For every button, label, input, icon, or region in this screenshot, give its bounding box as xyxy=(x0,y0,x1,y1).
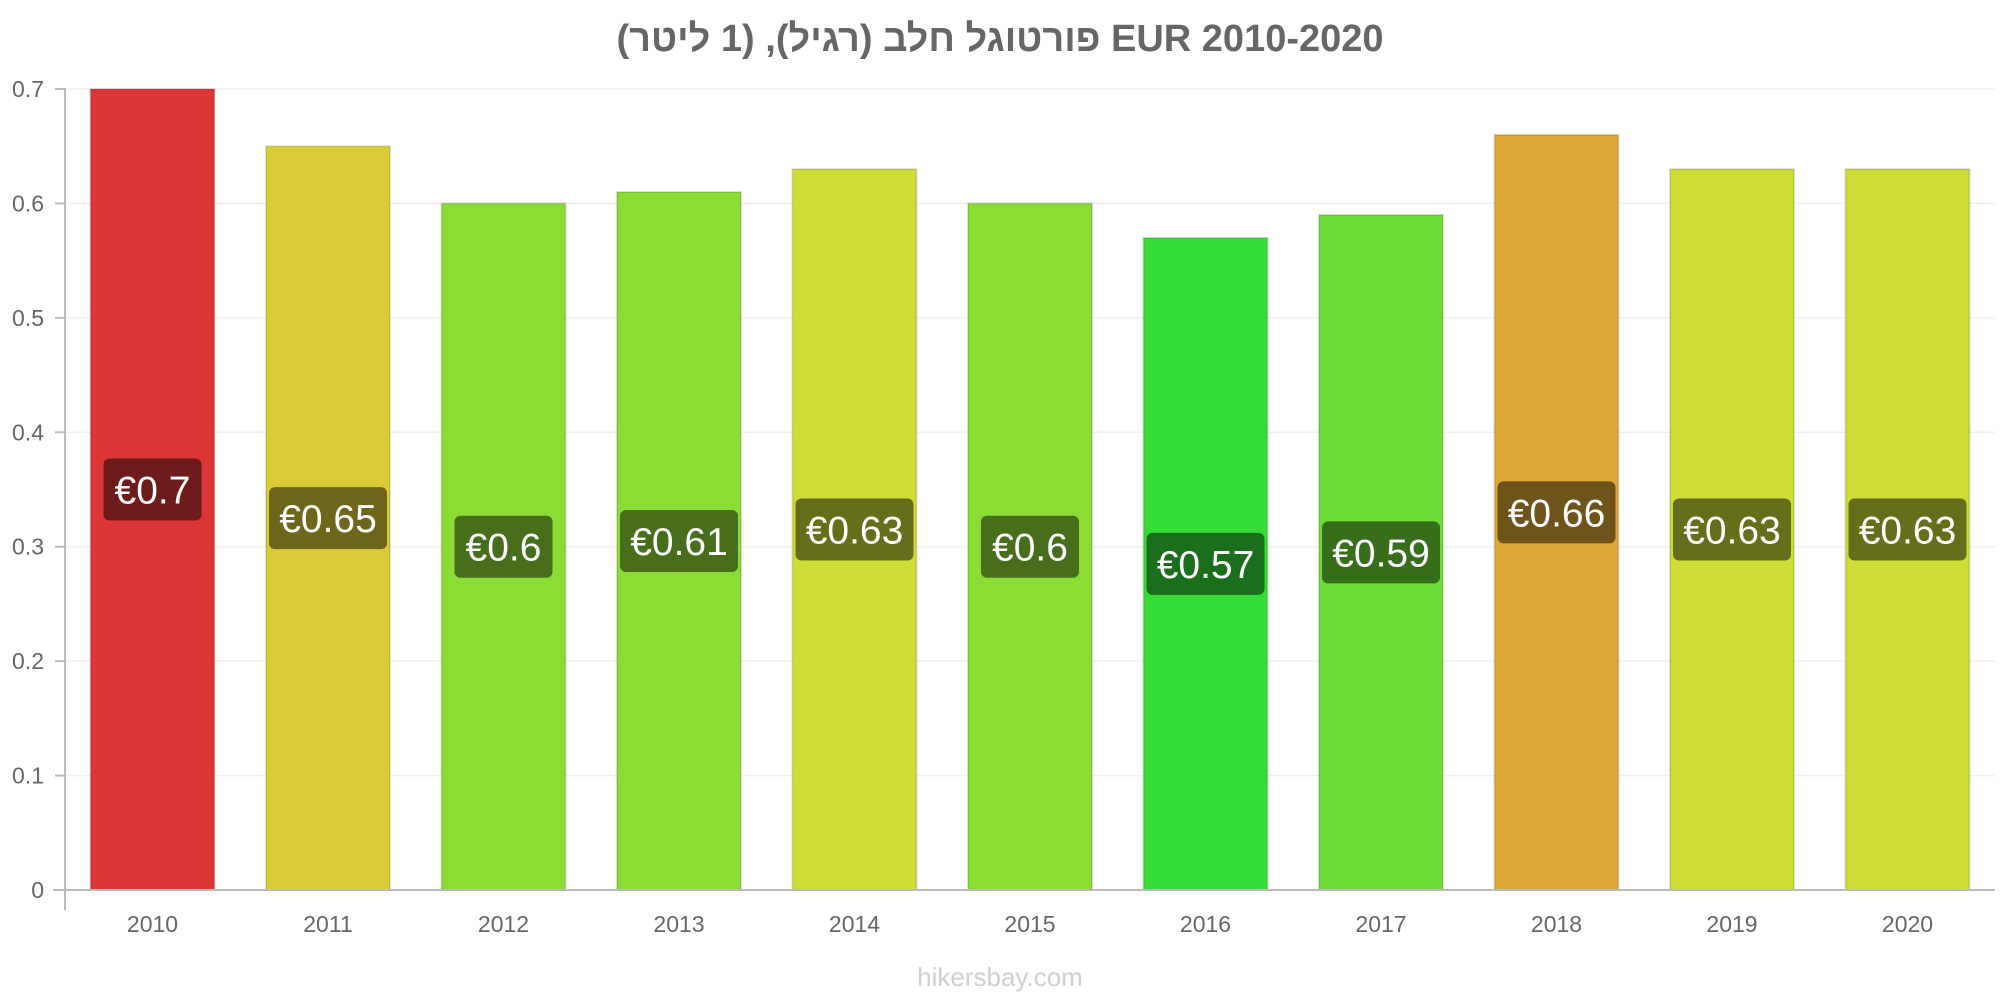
chart-title: פורטוגל חלב (רגיל), (1 ליטר) EUR 2010-20… xyxy=(616,18,1384,60)
x-tick-label: 2017 xyxy=(1355,911,1406,937)
y-tick-label: 0.2 xyxy=(12,648,44,674)
value-label: €0.63 xyxy=(806,510,904,553)
x-tick-label: 2016 xyxy=(1180,911,1231,937)
x-tick-label: 2010 xyxy=(127,911,178,937)
value-label-box xyxy=(1497,481,1616,544)
x-tick-label: 2012 xyxy=(478,911,529,937)
value-label: €0.66 xyxy=(1508,492,1606,535)
value-label-box xyxy=(1848,498,1967,561)
value-label: €0.6 xyxy=(992,527,1068,570)
value-label-box xyxy=(981,515,1079,578)
x-tick-label: 2020 xyxy=(1882,911,1933,937)
value-label-box xyxy=(1146,532,1265,595)
x-tick-label: 2011 xyxy=(303,911,352,937)
y-tick-label: 0.1 xyxy=(12,763,44,789)
value-label: €0.7 xyxy=(115,470,191,513)
value-label: €0.65 xyxy=(279,498,377,541)
y-tick-label: 0 xyxy=(31,877,44,903)
y-tick-label: 0.4 xyxy=(12,419,44,445)
value-label-box xyxy=(1322,521,1440,584)
x-tick-label: 2018 xyxy=(1531,911,1582,937)
x-tick-label: 2014 xyxy=(829,911,880,937)
value-label-box xyxy=(103,458,202,521)
axes xyxy=(53,88,1995,910)
value-label-box xyxy=(795,498,914,561)
y-tick-label: 0.5 xyxy=(12,305,44,331)
value-label-box xyxy=(454,515,553,578)
value-label: €0.57 xyxy=(1157,544,1255,587)
x-tick-label: 2013 xyxy=(653,911,704,937)
value-label: €0.63 xyxy=(1859,510,1957,553)
value-labels: €0.7 €0.65 €0.6 €0.61 €0.63 €0.6 €0.57 €0.59 €0.… xyxy=(103,458,1967,595)
value-label-box xyxy=(620,509,738,572)
tick-labels: 0 0.1 0.2 0.3 0.4 0.5 0.6 0.7 2010 2011 2012 2013 20… xyxy=(12,76,1933,937)
y-tick-label: 0.3 xyxy=(12,534,44,560)
x-tick-label: 2015 xyxy=(1004,911,1055,937)
value-label-box xyxy=(1673,498,1791,561)
value-label: €0.61 xyxy=(630,521,728,564)
x-tick-label: 2019 xyxy=(1706,911,1757,937)
y-tick-label: 0.6 xyxy=(12,190,44,216)
value-label: €0.59 xyxy=(1332,532,1430,575)
value-label-box xyxy=(269,487,387,550)
value-label: €0.6 xyxy=(466,527,542,570)
y-tick-label: 0.7 xyxy=(12,76,44,102)
watermark: hikersbay.com xyxy=(917,962,1083,992)
value-label: €0.63 xyxy=(1683,510,1781,553)
